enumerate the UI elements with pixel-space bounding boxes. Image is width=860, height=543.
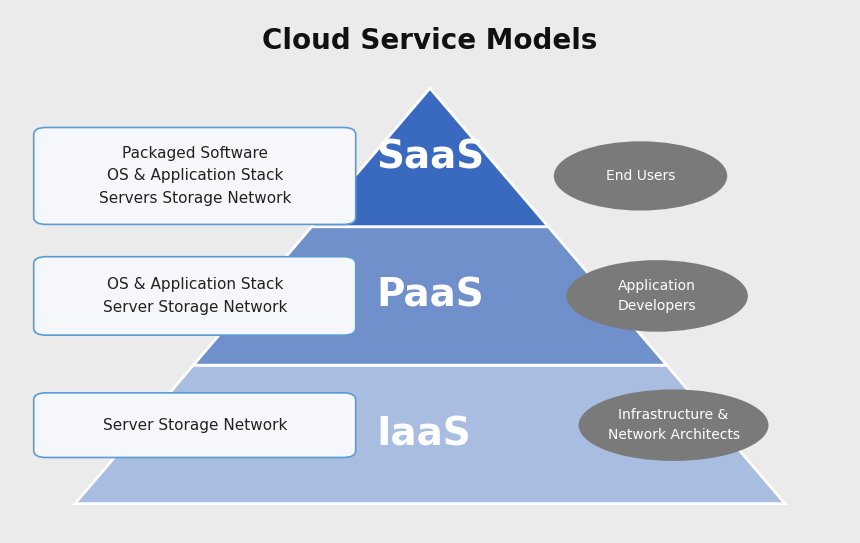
Ellipse shape — [566, 260, 748, 332]
Text: SaaS: SaaS — [377, 138, 484, 176]
Polygon shape — [75, 365, 785, 504]
Text: Infrastructure &
Network Architects: Infrastructure & Network Architects — [607, 408, 740, 442]
Text: Server Storage Network: Server Storage Network — [102, 418, 287, 433]
FancyBboxPatch shape — [34, 128, 356, 224]
Text: IaaS: IaaS — [377, 415, 471, 453]
Text: Packaged Software
OS & Application Stack
Servers Storage Network: Packaged Software OS & Application Stack… — [99, 146, 291, 206]
Polygon shape — [311, 89, 549, 227]
FancyBboxPatch shape — [34, 393, 356, 457]
Text: End Users: End Users — [605, 169, 675, 183]
Text: Application
Developers: Application Developers — [617, 279, 697, 313]
Ellipse shape — [554, 141, 728, 211]
FancyBboxPatch shape — [34, 257, 356, 335]
Ellipse shape — [579, 389, 769, 461]
Text: Cloud Service Models: Cloud Service Models — [262, 27, 598, 55]
Text: PaaS: PaaS — [377, 277, 484, 315]
Text: OS & Application Stack
Server Storage Network: OS & Application Stack Server Storage Ne… — [102, 277, 287, 314]
Polygon shape — [194, 227, 666, 365]
